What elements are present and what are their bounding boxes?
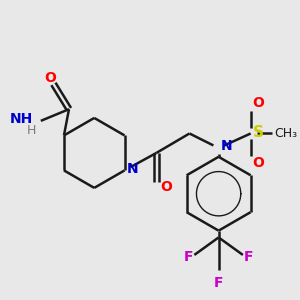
Text: O: O [160,180,172,194]
Text: O: O [253,156,265,170]
Text: O: O [45,71,56,85]
Text: NH: NH [10,112,33,126]
Text: CH₃: CH₃ [274,127,297,140]
Text: F: F [244,250,254,264]
Text: N: N [127,162,138,176]
Text: H: H [27,124,36,137]
Text: F: F [184,250,193,264]
Text: O: O [253,96,265,110]
Text: F: F [214,276,224,290]
Text: S: S [253,125,264,140]
Text: N: N [220,139,232,153]
